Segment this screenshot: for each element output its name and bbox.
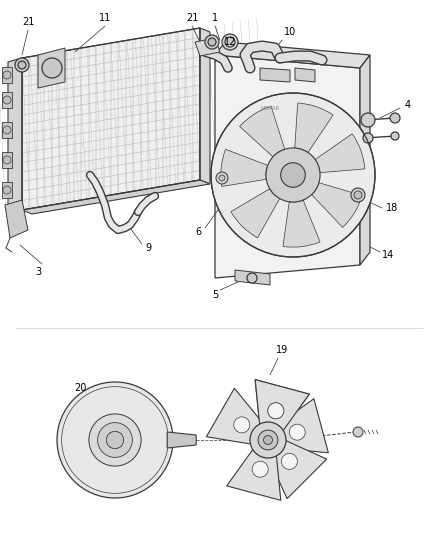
Polygon shape	[167, 432, 196, 448]
Polygon shape	[200, 28, 210, 184]
Polygon shape	[2, 182, 12, 198]
Polygon shape	[277, 399, 328, 453]
Circle shape	[363, 133, 373, 143]
Circle shape	[211, 93, 375, 257]
Polygon shape	[360, 55, 370, 265]
Text: 12: 12	[224, 37, 236, 47]
Text: 18: 18	[386, 203, 398, 213]
Circle shape	[281, 163, 305, 187]
Polygon shape	[260, 68, 290, 82]
Circle shape	[106, 431, 124, 449]
Text: 11: 11	[99, 13, 111, 23]
Circle shape	[281, 454, 297, 470]
Circle shape	[264, 435, 272, 445]
Polygon shape	[215, 55, 360, 278]
Text: 10: 10	[284, 27, 296, 37]
Text: 3: 3	[35, 267, 41, 277]
Polygon shape	[295, 68, 315, 82]
Circle shape	[89, 414, 141, 466]
Polygon shape	[2, 152, 12, 168]
Wedge shape	[231, 189, 280, 238]
Circle shape	[247, 273, 257, 283]
Circle shape	[3, 186, 11, 194]
Text: 19: 19	[276, 345, 288, 355]
Wedge shape	[295, 103, 333, 152]
Text: 21: 21	[186, 13, 198, 23]
Circle shape	[15, 58, 29, 72]
Circle shape	[3, 156, 11, 164]
Polygon shape	[235, 270, 270, 285]
Circle shape	[208, 38, 216, 46]
Circle shape	[234, 417, 250, 433]
Polygon shape	[268, 440, 327, 499]
Circle shape	[268, 403, 284, 419]
Circle shape	[216, 172, 228, 184]
Circle shape	[354, 191, 362, 199]
Text: 20: 20	[74, 383, 86, 393]
Circle shape	[3, 96, 11, 104]
Circle shape	[351, 188, 365, 202]
Polygon shape	[2, 122, 12, 138]
Circle shape	[18, 61, 26, 69]
Polygon shape	[38, 48, 65, 88]
Text: 14: 14	[382, 250, 394, 260]
Circle shape	[42, 58, 62, 78]
Polygon shape	[215, 42, 370, 68]
Circle shape	[219, 175, 225, 181]
Circle shape	[252, 461, 268, 477]
Circle shape	[205, 35, 219, 49]
Circle shape	[353, 427, 363, 437]
Text: 6: 6	[195, 227, 201, 237]
Circle shape	[361, 113, 375, 127]
Wedge shape	[240, 106, 285, 157]
Circle shape	[3, 71, 11, 79]
Circle shape	[391, 132, 399, 140]
Circle shape	[3, 126, 11, 134]
Text: MOPAR: MOPAR	[260, 106, 279, 111]
Circle shape	[225, 37, 235, 47]
Polygon shape	[227, 449, 281, 500]
Polygon shape	[2, 67, 12, 83]
Text: 1: 1	[212, 13, 218, 23]
Text: 4: 4	[405, 100, 411, 110]
Polygon shape	[2, 92, 12, 108]
Wedge shape	[311, 183, 362, 228]
Wedge shape	[283, 200, 320, 247]
Polygon shape	[5, 200, 28, 238]
Circle shape	[390, 113, 400, 123]
Circle shape	[98, 423, 132, 457]
Polygon shape	[8, 58, 22, 214]
Wedge shape	[315, 134, 365, 173]
Polygon shape	[22, 180, 210, 214]
Polygon shape	[22, 28, 200, 210]
Circle shape	[268, 403, 284, 419]
Text: 21: 21	[22, 17, 34, 27]
Circle shape	[289, 424, 305, 440]
Circle shape	[250, 422, 286, 458]
Polygon shape	[255, 379, 309, 431]
Circle shape	[266, 148, 320, 202]
Circle shape	[222, 34, 238, 50]
Polygon shape	[206, 388, 263, 444]
Polygon shape	[255, 379, 309, 431]
Polygon shape	[195, 38, 220, 56]
Circle shape	[57, 382, 173, 498]
Circle shape	[258, 430, 278, 450]
Wedge shape	[221, 149, 268, 187]
Text: 9: 9	[145, 243, 151, 253]
Text: 5: 5	[212, 290, 218, 300]
